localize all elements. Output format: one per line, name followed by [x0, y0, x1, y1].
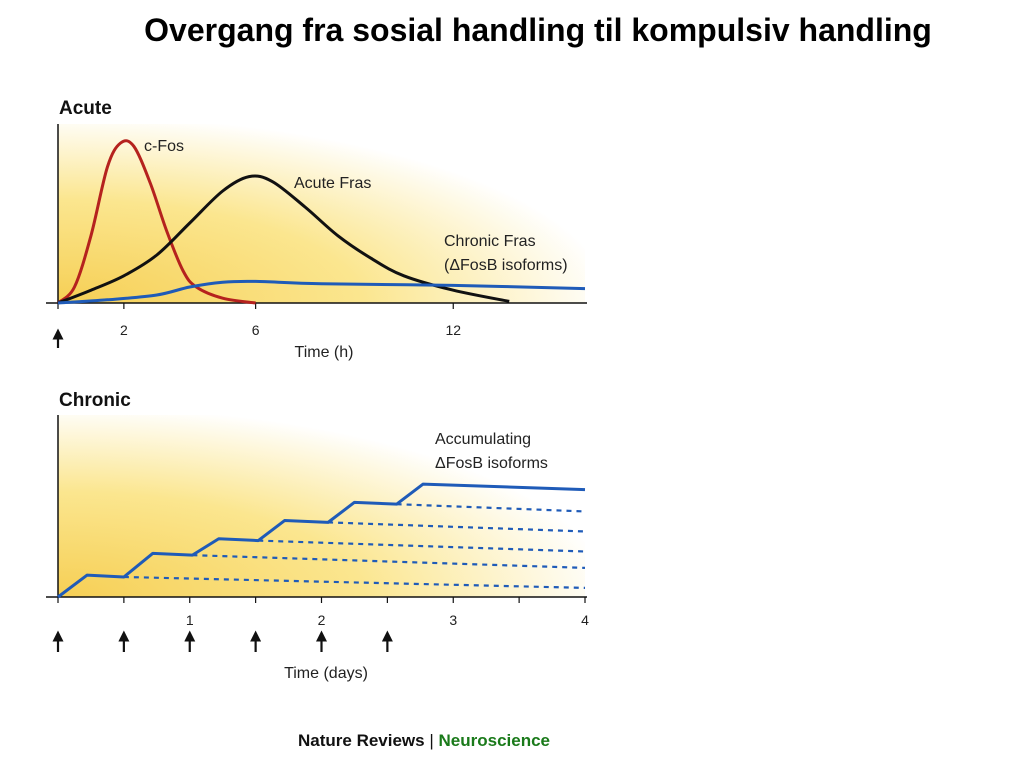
slide-title: Overgang fra sosial handling til kompuls… — [144, 12, 932, 48]
acute-x-axis-label: Time (h) — [295, 344, 354, 361]
chronic-x-ticks: 1 2 3 4 — [52, 597, 589, 652]
series-line-chronic-fras-fosb-isoforms — [57, 279, 586, 305]
dashed-decay-line — [396, 503, 586, 513]
acute-panel: Acute 2 6 12 c-Fos Acute Fras Chronic Fras… — [46, 98, 587, 361]
annotation-accumulating: Accumulating — [435, 431, 531, 448]
acute-panel-label: Acute — [59, 98, 112, 119]
chronic-panel-label: Chronic — [59, 390, 131, 411]
series-line-c-fos — [56, 139, 256, 305]
acute-series-group — [56, 139, 586, 305]
x-tick-label: 12 — [445, 322, 461, 338]
x-tick-label: 4 — [581, 612, 589, 628]
acute-x-ticks: 2 6 12 — [52, 303, 461, 348]
x-tick-label: 2 — [120, 322, 128, 338]
x-tick-label: 3 — [449, 612, 457, 628]
chronic-x-axis-label: Time (days) — [284, 665, 368, 682]
chronic-panel: Chronic 1 2 3 4 Accumulating ΔFosB isoforms… — [46, 390, 589, 682]
annotation-accumulating-delta-fosb: ΔFosB isoforms — [435, 455, 548, 472]
acute-plot-background — [58, 124, 585, 303]
dashed-decay-line — [328, 521, 586, 533]
dashed-decay-line — [123, 575, 586, 589]
figure-credit: Nature Reviews | Neuroscience — [298, 731, 550, 751]
annotation-acute-fras: Acute Fras — [294, 175, 371, 192]
annotation-chronic-fras: Chronic Fras — [444, 233, 536, 250]
x-tick-label: 6 — [252, 322, 260, 338]
series-line-accumulating-fosb-isoforms — [57, 482, 586, 599]
annotation-delta-fosb-isoforms: (ΔFosB isoforms) — [444, 257, 568, 274]
annotation-c-fos: c-Fos — [144, 138, 184, 155]
chronic-plot-background — [58, 415, 585, 597]
series-line-acute-fras — [57, 174, 510, 305]
dashed-decay-line — [258, 539, 586, 553]
chronic-series-group — [57, 482, 586, 599]
credit-separator: | — [424, 731, 439, 750]
x-tick-label: 2 — [318, 612, 326, 628]
credit-section: Neuroscience — [438, 731, 551, 750]
x-tick-label: 1 — [186, 612, 194, 628]
credit-journal: Nature Reviews — [298, 731, 425, 750]
